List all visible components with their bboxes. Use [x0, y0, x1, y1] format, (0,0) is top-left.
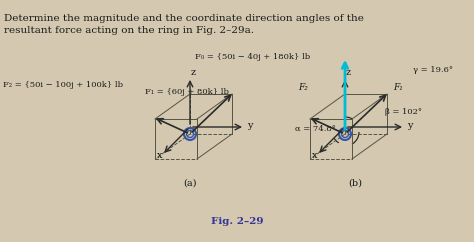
Text: x: x [157, 151, 163, 160]
Text: F₂: F₂ [298, 83, 308, 92]
Text: z: z [346, 68, 351, 77]
Text: F₁ = {60j + 80k} lb: F₁ = {60j + 80k} lb [145, 88, 229, 96]
Text: Determine the magnitude and the coordinate direction angles of the: Determine the magnitude and the coordina… [4, 14, 364, 23]
Text: x: x [312, 151, 318, 160]
Text: α = 74.8°: α = 74.8° [295, 125, 336, 133]
Text: F₀ = {50i − 40j + 180k} lb: F₀ = {50i − 40j + 180k} lb [195, 53, 310, 61]
Text: γ = 19.6°: γ = 19.6° [413, 66, 453, 74]
Text: y: y [407, 121, 412, 130]
Text: (b): (b) [348, 179, 362, 188]
Text: resultant force acting on the ring in Fig. 2–29a.: resultant force acting on the ring in Fi… [4, 26, 254, 35]
Text: z: z [191, 68, 196, 77]
Text: F₁: F₁ [393, 83, 403, 92]
Text: F₂ = {50i − 100j + 100k} lb: F₂ = {50i − 100j + 100k} lb [3, 81, 123, 89]
Text: β = 102°: β = 102° [385, 108, 422, 116]
Text: y: y [247, 121, 253, 130]
Text: (a): (a) [183, 179, 197, 188]
Text: Fig. 2–29: Fig. 2–29 [211, 217, 263, 226]
